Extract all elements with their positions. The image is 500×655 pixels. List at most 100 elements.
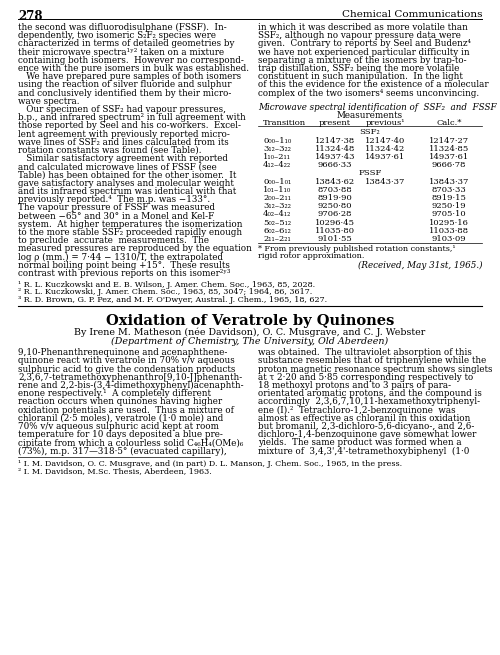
Text: Our specimen of SSF₂ had vapour pressures,: Our specimen of SSF₂ had vapour pressure… (18, 105, 226, 114)
Text: using the reaction of silver fluoride and sulphur: using the reaction of silver fluoride an… (18, 81, 232, 89)
Text: Table) has been obtained for the other isomer.  It: Table) has been obtained for the other i… (18, 170, 236, 179)
Text: 14937·61: 14937·61 (429, 153, 469, 161)
Text: ³ R. D. Brown, G. P. Pez, and M. F. O'Dwyer, Austral. J. Chem., 1965, 18, 627.: ³ R. D. Brown, G. P. Pez, and M. F. O'Dw… (18, 295, 327, 304)
Text: ene (I).²  Tetrachloro-1,2-benzoquinone  was: ene (I).² Tetrachloro-1,2-benzoquinone w… (258, 405, 456, 415)
Text: 9666·33: 9666·33 (318, 161, 352, 169)
Text: lent agreement with previously reported micro-: lent agreement with previously reported … (18, 130, 230, 139)
Text: containing both isomers.  However no correspond-: containing both isomers. However no corr… (18, 56, 244, 65)
Text: Similar satisfactory agreement with reported: Similar satisfactory agreement with repo… (18, 154, 228, 163)
Text: dichloro-1,4-benzoquinone gave somewhat lower: dichloro-1,4-benzoquinone gave somewhat … (258, 430, 476, 440)
Text: 4₁₂–4₂₂: 4₁₂–4₂₂ (263, 161, 291, 169)
Text: 8703·33: 8703·33 (432, 186, 466, 194)
Text: rigid rotor approximation.: rigid rotor approximation. (258, 252, 364, 261)
Text: and conclusively identified them by their micro-: and conclusively identified them by thei… (18, 88, 232, 98)
Text: SSF₂: SSF₂ (360, 128, 380, 136)
Text: 11324·85: 11324·85 (429, 145, 469, 153)
Text: 2,3,6,7-tetramethoxyphenanthro[9,10-J]phenanth-: 2,3,6,7-tetramethoxyphenanthro[9,10-J]ph… (18, 373, 242, 382)
Text: Microwave spectral identification of  SSF₂  and  FSSF: Microwave spectral identification of SSF… (258, 103, 496, 112)
Text: those reported by Seel and his co-workers.  Excel-: those reported by Seel and his co-worker… (18, 121, 241, 130)
Text: 8919·90: 8919·90 (318, 194, 352, 202)
Text: and its infrared spectrum was identical with that: and its infrared spectrum was identical … (18, 187, 236, 196)
Text: 3₁₂–3₂₂: 3₁₂–3₂₂ (263, 202, 291, 210)
Text: Chemical Communications: Chemical Communications (342, 10, 482, 19)
Text: trap distillation, SSF₂ being the more volatile: trap distillation, SSF₂ being the more v… (258, 64, 460, 73)
Text: 9103·09: 9103·09 (432, 235, 466, 243)
Text: characterized in terms of detailed geometries by: characterized in terms of detailed geome… (18, 39, 234, 48)
Text: 1₁₀–2₁₁: 1₁₀–2₁₁ (263, 153, 291, 161)
Text: contrast with previous reports on this isomer²ʸ³: contrast with previous reports on this i… (18, 269, 231, 278)
Text: 0₀₀–1₁₀: 0₀₀–1₁₀ (263, 137, 291, 145)
Text: Oxidation of Veratrole by Quinones: Oxidation of Veratrole by Quinones (106, 314, 394, 328)
Text: wave spectra.: wave spectra. (18, 97, 80, 106)
Text: 12147·27: 12147·27 (429, 137, 469, 145)
Text: between −65° and 30° in a Monel and Kel-F: between −65° and 30° in a Monel and Kel-… (18, 212, 214, 221)
Text: separating a mixture of the isomers by trap-to-: separating a mixture of the isomers by t… (258, 56, 466, 65)
Text: 3₁₂–3₂₂: 3₁₂–3₂₂ (263, 145, 291, 153)
Text: their microwave spectra¹ʸ² taken on a mixture: their microwave spectra¹ʸ² taken on a mi… (18, 48, 224, 56)
Text: enone respectively.¹  A completely different: enone respectively.¹ A completely differ… (18, 389, 211, 398)
Text: we have not experienced particular difficulty in: we have not experienced particular diffi… (258, 48, 470, 56)
Text: 14937·61: 14937·61 (365, 153, 405, 161)
Text: accordingly  2,3,6,7,10,11-hexamethoxytriphenyl-: accordingly 2,3,6,7,10,11-hexamethoxytri… (258, 398, 480, 406)
Text: dependently, two isomeric S₂F₂ species were: dependently, two isomeric S₂F₂ species w… (18, 31, 216, 40)
Text: the second was difluorodisulphane (FSSF).  In-: the second was difluorodisulphane (FSSF)… (18, 23, 227, 32)
Text: FSSF: FSSF (358, 170, 382, 178)
Text: gave satisfactory analyses and molecular weight: gave satisfactory analyses and molecular… (18, 179, 234, 188)
Text: 9101·55: 9101·55 (318, 235, 352, 243)
Text: present: present (319, 119, 351, 127)
Text: (Received, May 31st, 1965.): (Received, May 31st, 1965.) (358, 261, 482, 270)
Text: 14937·43: 14937·43 (315, 153, 355, 161)
Text: was obtained.  The ultraviolet absorption of this: was obtained. The ultraviolet absorption… (258, 348, 472, 357)
Text: (Department of Chemistry, The University, Old Aberdeen): (Department of Chemistry, The University… (112, 337, 388, 346)
Text: 70% v/v aqueous sulphuric acid kept at room: 70% v/v aqueous sulphuric acid kept at r… (18, 422, 219, 431)
Text: 18 methoxyl protons and to 3 pairs of para-: 18 methoxyl protons and to 3 pairs of pa… (258, 381, 451, 390)
Text: 8919·15: 8919·15 (432, 194, 466, 202)
Text: oxidation potentials are used.  Thus a mixture of: oxidation potentials are used. Thus a mi… (18, 405, 234, 415)
Text: but bromanil, 2,3-dichloro-5,6-dicyano-, and 2,6-: but bromanil, 2,3-dichloro-5,6-dicyano-,… (258, 422, 474, 431)
Text: ¹ I. M. Davidson, O. C. Musgrave, and (in part) D. L. Manson, J. Chem. Soc., 196: ¹ I. M. Davidson, O. C. Musgrave, and (i… (18, 460, 402, 468)
Text: b.p., and infrared spectrum² in full agreement with: b.p., and infrared spectrum² in full agr… (18, 113, 246, 122)
Text: 13843·37: 13843·37 (429, 178, 469, 185)
Text: normal boiling point being +15°.  These results: normal boiling point being +15°. These r… (18, 261, 230, 270)
Text: 0₀₀–1₀₁: 0₀₀–1₀₁ (263, 178, 291, 185)
Text: previously reported.⁴  The m.p. was −133°.: previously reported.⁴ The m.p. was −133°… (18, 195, 210, 204)
Text: 11324·48: 11324·48 (315, 145, 355, 153)
Text: reaction occurs when quinones having higher: reaction occurs when quinones having hig… (18, 398, 222, 406)
Text: 9,10-Phenanthrenequinone and acenaphthene-: 9,10-Phenanthrenequinone and acenaphthen… (18, 348, 228, 357)
Text: 13843·62: 13843·62 (315, 178, 355, 185)
Text: temperature for 10 days deposited a blue pre-: temperature for 10 days deposited a blue… (18, 430, 223, 440)
Text: proton magnetic resonance spectrum shows singlets: proton magnetic resonance spectrum shows… (258, 365, 492, 373)
Text: SSF₂, although no vapour pressure data were: SSF₂, although no vapour pressure data w… (258, 31, 461, 40)
Text: to the more stable SSF₂ proceeded rapidly enough: to the more stable SSF₂ proceeded rapidl… (18, 228, 242, 237)
Text: substance resembles that of triphenylene while the: substance resembles that of triphenylene… (258, 356, 486, 365)
Text: 11033·88: 11033·88 (429, 227, 469, 234)
Text: chloranil (2·5 moles), veratrole (1·0 mole) and: chloranil (2·5 moles), veratrole (1·0 mo… (18, 414, 223, 422)
Text: 9250·80: 9250·80 (318, 202, 352, 210)
Text: 9666·78: 9666·78 (432, 161, 466, 169)
Text: 5₀₂–5₁₂: 5₀₂–5₁₂ (263, 219, 291, 227)
Text: and calculated microwave lines of FSSF (see: and calculated microwave lines of FSSF (… (18, 162, 217, 172)
Text: rene and 2,2-bis-(3,4-dimethoxyphenyl)acenaphth-: rene and 2,2-bis-(3,4-dimethoxyphenyl)ac… (18, 381, 244, 390)
Text: We have prepared pure samples of both isomers: We have prepared pure samples of both is… (18, 72, 241, 81)
Text: 6₀₂–6₁₂: 6₀₂–6₁₂ (263, 227, 291, 234)
Text: 1₀₁–1₁₀: 1₀₁–1₁₀ (263, 186, 291, 194)
Text: 9706·28: 9706·28 (318, 210, 352, 218)
Text: The vapour pressure of FSSF was measured: The vapour pressure of FSSF was measured (18, 204, 215, 212)
Text: measured pressures are reproduced by the equation: measured pressures are reproduced by the… (18, 244, 252, 253)
Text: wave lines of SSF₂ and lines calculated from its: wave lines of SSF₂ and lines calculated … (18, 138, 229, 147)
Text: ¹ R. L. Kuczkowski and E. B. Wilson, J. Amer. Chem. Soc., 1963, 85, 2028.: ¹ R. L. Kuczkowski and E. B. Wilson, J. … (18, 281, 315, 290)
Text: 2₁₁–2₂₁: 2₁₁–2₂₁ (263, 235, 291, 243)
Text: ² R. L. Kuczkowski, J. Amer. Chem. Soc., 1963, 85, 3047; 1964, 86, 3617.: ² R. L. Kuczkowski, J. Amer. Chem. Soc.,… (18, 288, 312, 297)
Text: 4₀₂–4₁₂: 4₀₂–4₁₂ (263, 210, 292, 218)
Text: sulphuric acid to give the condensation products: sulphuric acid to give the condensation … (18, 365, 236, 373)
Text: of this the evidence for the existence of a molecular: of this the evidence for the existence o… (258, 81, 488, 89)
Text: 11035·80: 11035·80 (315, 227, 355, 234)
Text: yields.  The same product was formed when a: yields. The same product was formed when… (258, 438, 462, 447)
Text: system.  At higher temperatures the isomerization: system. At higher temperatures the isome… (18, 220, 242, 229)
Text: previous¹: previous¹ (365, 119, 405, 127)
Text: Transition: Transition (263, 119, 306, 127)
Text: 10296·45: 10296·45 (315, 219, 355, 227)
Text: complex of the two isomers⁴ seems unconvincing.: complex of the two isomers⁴ seems unconv… (258, 88, 479, 98)
Text: 9705·10: 9705·10 (432, 210, 466, 218)
Text: cipitate from which a colourless solid C₄₆H₄(OMe)₆: cipitate from which a colourless solid C… (18, 438, 244, 447)
